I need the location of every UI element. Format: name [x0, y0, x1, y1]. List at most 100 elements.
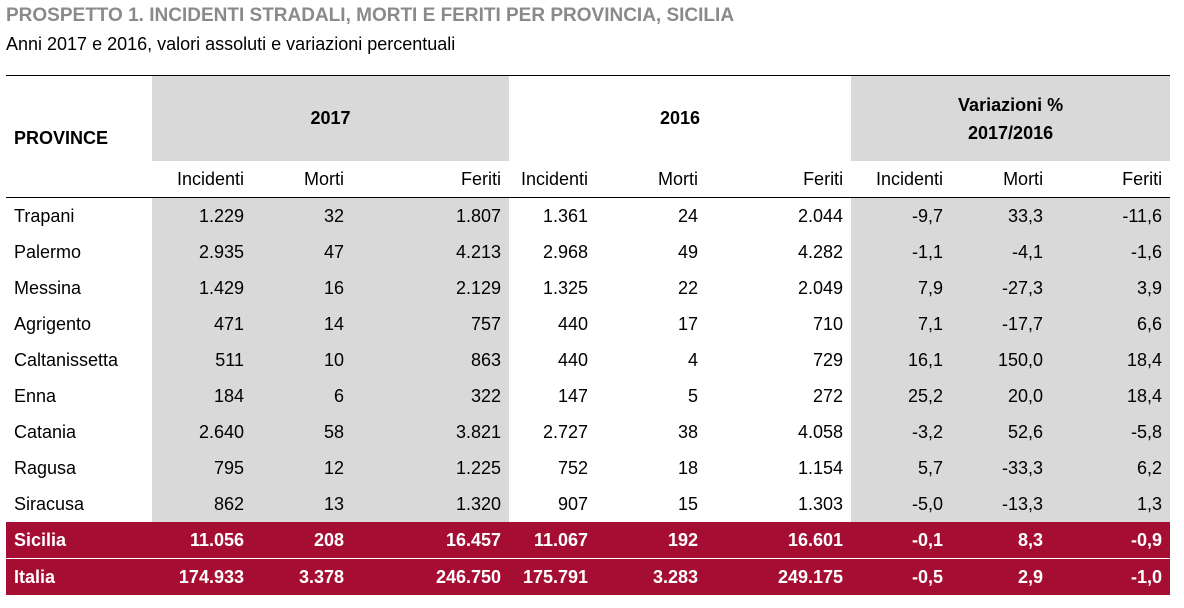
cell: -17,7: [951, 306, 1052, 342]
table-row: Siracusa 862 13 1.320 907 15 1.303 -5,0 …: [6, 486, 1171, 522]
cell: 2.129: [352, 270, 510, 306]
cell: 1.429: [152, 270, 252, 306]
cell: 24: [596, 197, 707, 234]
table-row: Agrigento 471 14 757 440 17 710 7,1 -17,…: [6, 306, 1171, 342]
table-row: Catania 2.640 58 3.821 2.727 38 4.058 -3…: [6, 414, 1171, 450]
total-row-italia: Italia 174.933 3.378 246.750 175.791 3.2…: [6, 558, 1171, 595]
cell: 17: [596, 306, 707, 342]
cell: 13: [252, 486, 352, 522]
col-header: Morti: [951, 161, 1052, 198]
col-header: Incidenti: [509, 161, 597, 198]
cell: -5,8: [1051, 414, 1171, 450]
total-cell: 8,3: [951, 522, 1052, 559]
cell: -4,1: [951, 234, 1052, 270]
cell: 1,3: [1051, 486, 1171, 522]
total-row-sicilia: Sicilia 11.056 208 16.457 11.067 192 16.…: [6, 522, 1171, 559]
cell: 2.044: [706, 197, 852, 234]
table-row: Ragusa 795 12 1.225 752 18 1.154 5,7 -33…: [6, 450, 1171, 486]
cell: 2.935: [152, 234, 252, 270]
total-name: Sicilia: [6, 522, 152, 559]
col-header: Feriti: [706, 161, 852, 198]
col-header: Morti: [596, 161, 707, 198]
province-name: Palermo: [6, 234, 152, 270]
cell: 2.640: [152, 414, 252, 450]
total-cell: 192: [596, 522, 707, 559]
cell: 52,6: [951, 414, 1052, 450]
cell: 18,4: [1051, 342, 1171, 378]
cell: 1.320: [352, 486, 510, 522]
cell: -27,3: [951, 270, 1052, 306]
cell: 3.821: [352, 414, 510, 450]
cell: 38: [596, 414, 707, 450]
province-name: Trapani: [6, 197, 152, 234]
cell: 12: [252, 450, 352, 486]
total-cell: 246.750: [352, 558, 510, 595]
cell: 14: [252, 306, 352, 342]
cell: 1.225: [352, 450, 510, 486]
cell: -13,3: [951, 486, 1052, 522]
cell: 907: [509, 486, 597, 522]
table-row: Messina 1.429 16 2.129 1.325 22 2.049 7,…: [6, 270, 1171, 306]
cell: 5: [596, 378, 707, 414]
cell: 18,4: [1051, 378, 1171, 414]
col-header: Incidenti: [152, 161, 252, 198]
total-cell: -1,0: [1051, 558, 1171, 595]
cell: 5,7: [851, 450, 952, 486]
cell: -3,2: [851, 414, 952, 450]
cell: 710: [706, 306, 852, 342]
cell: 58: [252, 414, 352, 450]
cell: 150,0: [951, 342, 1052, 378]
cell: 32: [252, 197, 352, 234]
cell: 729: [706, 342, 852, 378]
table-subtitle: Anni 2017 e 2016, valori assoluti e vari…: [6, 34, 456, 54]
year-2016-header: 2016: [509, 75, 852, 161]
cell: 272: [706, 378, 852, 414]
province-name: Agrigento: [6, 306, 152, 342]
province-name: Ragusa: [6, 450, 152, 486]
cell: 1.154: [706, 450, 852, 486]
cell: -33,3: [951, 450, 1052, 486]
total-cell: 2,9: [951, 558, 1052, 595]
total-cell: -0,5: [851, 558, 952, 595]
cell: 16,1: [851, 342, 952, 378]
table-row: Enna 184 6 322 147 5 272 25,2 20,0 18,4: [6, 378, 1171, 414]
total-cell: 11.056: [152, 522, 252, 559]
cell: 795: [152, 450, 252, 486]
cell: 10: [252, 342, 352, 378]
empty-header-cell: [6, 161, 152, 198]
cell: -1,6: [1051, 234, 1171, 270]
cell: 16: [252, 270, 352, 306]
cell: 6,6: [1051, 306, 1171, 342]
cell: 440: [509, 342, 597, 378]
cell: 1.807: [352, 197, 510, 234]
col-header: Morti: [252, 161, 352, 198]
cell: -1,1: [851, 234, 952, 270]
year-2017-header: 2017: [152, 75, 510, 161]
total-cell: 11.067: [509, 522, 597, 559]
cell: 1.325: [509, 270, 597, 306]
cell: 47: [252, 234, 352, 270]
total-cell: 174.933: [152, 558, 252, 595]
cell: 33,3: [951, 197, 1052, 234]
cell: 7,1: [851, 306, 952, 342]
cell: -9,7: [851, 197, 952, 234]
cell: 147: [509, 378, 597, 414]
cell: 18: [596, 450, 707, 486]
cell: 471: [152, 306, 252, 342]
province-name: Catania: [6, 414, 152, 450]
variation-header-line2: 2017/2016: [968, 122, 1054, 143]
cell: 22: [596, 270, 707, 306]
cell: 25,2: [851, 378, 952, 414]
cell: 184: [152, 378, 252, 414]
variation-header: Variazioni % 2017/2016: [851, 75, 1171, 161]
province-name: Messina: [6, 270, 152, 306]
province-name: Siracusa: [6, 486, 152, 522]
cell: 49: [596, 234, 707, 270]
cell: 2.049: [706, 270, 852, 306]
cell: 757: [352, 306, 510, 342]
col-header: Feriti: [352, 161, 510, 198]
cell: 3,9: [1051, 270, 1171, 306]
cell: 1.303: [706, 486, 852, 522]
col-header: Feriti: [1051, 161, 1171, 198]
cell: 2.968: [509, 234, 597, 270]
